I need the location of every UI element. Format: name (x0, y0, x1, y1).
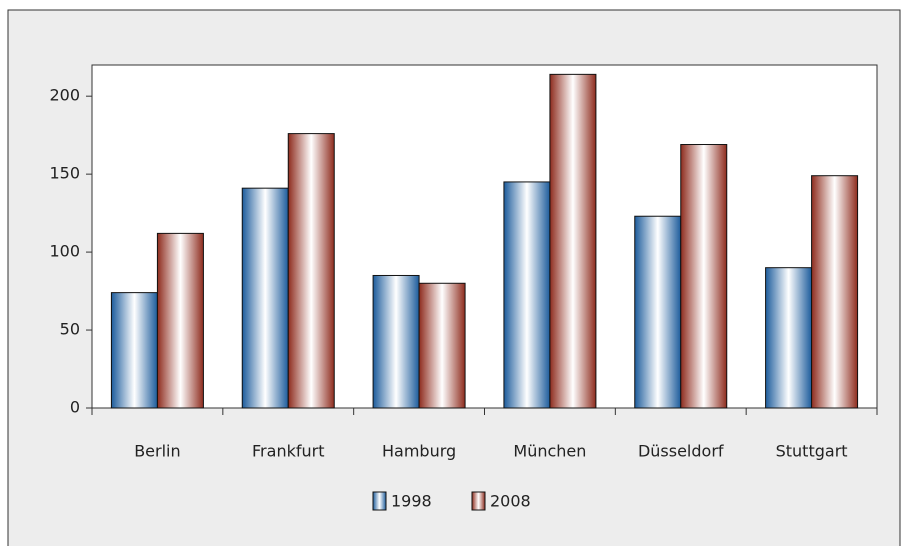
bar (418, 282, 466, 409)
legend-label: 2008 (490, 492, 531, 511)
y-tick-label: 100 (49, 242, 80, 261)
x-tick-label: Frankfurt (252, 442, 324, 461)
bar (110, 292, 158, 409)
bar (503, 181, 551, 409)
legend-label: 1998 (391, 492, 432, 511)
x-tick-label: Berlin (134, 442, 180, 461)
y-tick-label: 200 (49, 86, 80, 105)
x-tick-label: Stuttgart (776, 442, 848, 461)
plot-area (91, 64, 878, 409)
bar (634, 215, 682, 409)
y-tick-label: 150 (49, 164, 80, 183)
x-tick-label: Düsseldorf (638, 442, 724, 461)
bar (549, 73, 597, 409)
y-tick-label: 50 (60, 320, 80, 339)
bar (811, 175, 859, 409)
bar (765, 267, 813, 409)
bar (372, 274, 420, 409)
x-tick-label: Hamburg (382, 442, 456, 461)
bar (156, 232, 204, 409)
bar (680, 144, 728, 409)
x-tick-label: München (513, 442, 586, 461)
legend-swatch (372, 491, 387, 511)
y-tick-label: 0 (70, 398, 80, 417)
bar (287, 133, 335, 409)
bar (241, 187, 289, 409)
legend-swatch (471, 491, 486, 511)
